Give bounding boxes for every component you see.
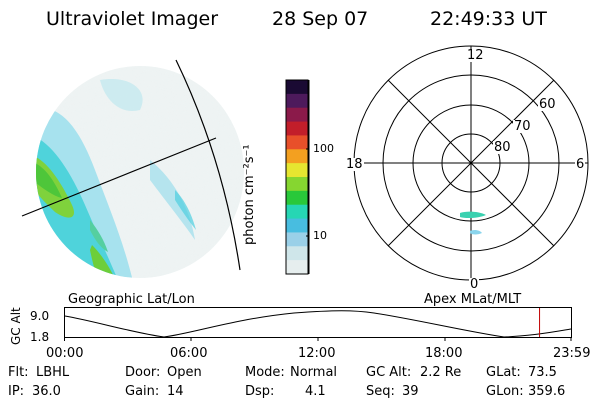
alt-plot-ylabel: GC Alt: [9, 307, 23, 345]
colorbar-segment: [286, 93, 308, 109]
mode-value: Normal: [290, 365, 338, 380]
colorbar-segment: [286, 177, 308, 192]
alt-plot-xtick-2359: 23:59: [553, 346, 591, 361]
alt-plot-xtick-1800: 18:00: [425, 346, 463, 361]
colorbar-segment: [286, 107, 308, 123]
app-title: Ultraviolet Imager: [46, 8, 219, 30]
mlt-label-0: 0: [469, 277, 480, 292]
colorbar-segment: [286, 163, 308, 178]
gain-value: 14: [167, 384, 184, 399]
gcalt-value: 2.2 Re: [420, 365, 462, 380]
date-label: 28 Sep 07: [272, 8, 369, 30]
seq-value: 39: [402, 384, 419, 399]
colorbar-segment: [286, 218, 308, 233]
glon-label: GLon:: [486, 384, 524, 399]
ip-value: 36.0: [32, 384, 61, 399]
altitude-plot: [64, 307, 572, 341]
gcalt-label: GC Alt:: [366, 365, 412, 380]
lat-label-80: 80: [493, 140, 512, 155]
time-label: 22:49:33 UT: [430, 8, 547, 30]
geographic-caption: Geographic Lat/Lon: [68, 292, 195, 307]
flt-value: LBHL: [36, 365, 70, 380]
mlt-label-6: 6: [575, 157, 586, 172]
alt-plot-xtick-0600: 06:00: [170, 346, 208, 361]
ip-label: IP:: [8, 384, 25, 399]
door-value: Open: [167, 365, 202, 380]
mode-label: Mode:: [245, 365, 285, 380]
seq-label: Seq:: [366, 384, 395, 399]
colorbar-unit-label: photon cm⁻²s⁻¹: [242, 144, 257, 245]
colorbar-segment: [286, 80, 308, 95]
alt-plot-xtick-0000: 00:00: [46, 346, 84, 361]
flt-label: Flt:: [8, 365, 29, 380]
colorbar-segment: [286, 190, 308, 206]
glat-value: 73.5: [528, 365, 557, 380]
geographic-image: [21, 59, 244, 278]
dsp-value: 4.1: [305, 384, 326, 399]
lat-label-70: 70: [513, 119, 532, 134]
door-label: Door:: [125, 365, 161, 380]
colorbar-segment: [286, 232, 308, 247]
colorbar-segment: [286, 121, 308, 136]
alt-plot-xtick-1200: 12:00: [298, 346, 336, 361]
glon-value: 359.6: [528, 384, 566, 399]
aurora-blob-small: [470, 229, 482, 235]
colorbar-tick-100: 100: [313, 142, 334, 155]
colorbar: photon cm⁻²s⁻¹: [285, 79, 310, 275]
colorbar-segment: [286, 246, 308, 261]
glat-label: GLat:: [486, 365, 521, 380]
alt-plot-ytick-low: 1.8: [30, 330, 50, 344]
colorbar-segment: [286, 149, 308, 164]
aurora-blob: [460, 211, 486, 219]
mlt-label-12: 12: [466, 48, 485, 63]
colorbar-segment: [286, 135, 308, 150]
gain-label: Gain:: [125, 384, 160, 399]
colorbar-tick-10: 10: [313, 229, 327, 242]
polar-caption: Apex MLat/MLT: [424, 292, 522, 307]
dsp-label: Dsp:: [245, 384, 275, 399]
colorbar-segment: [286, 204, 308, 220]
polar-plot: [353, 45, 589, 281]
alt-plot-ytick-high: 9.0: [30, 309, 50, 323]
mlt-label-18: 18: [345, 157, 364, 172]
colorbar-segment: [286, 260, 308, 275]
lat-label-60: 60: [538, 97, 557, 112]
